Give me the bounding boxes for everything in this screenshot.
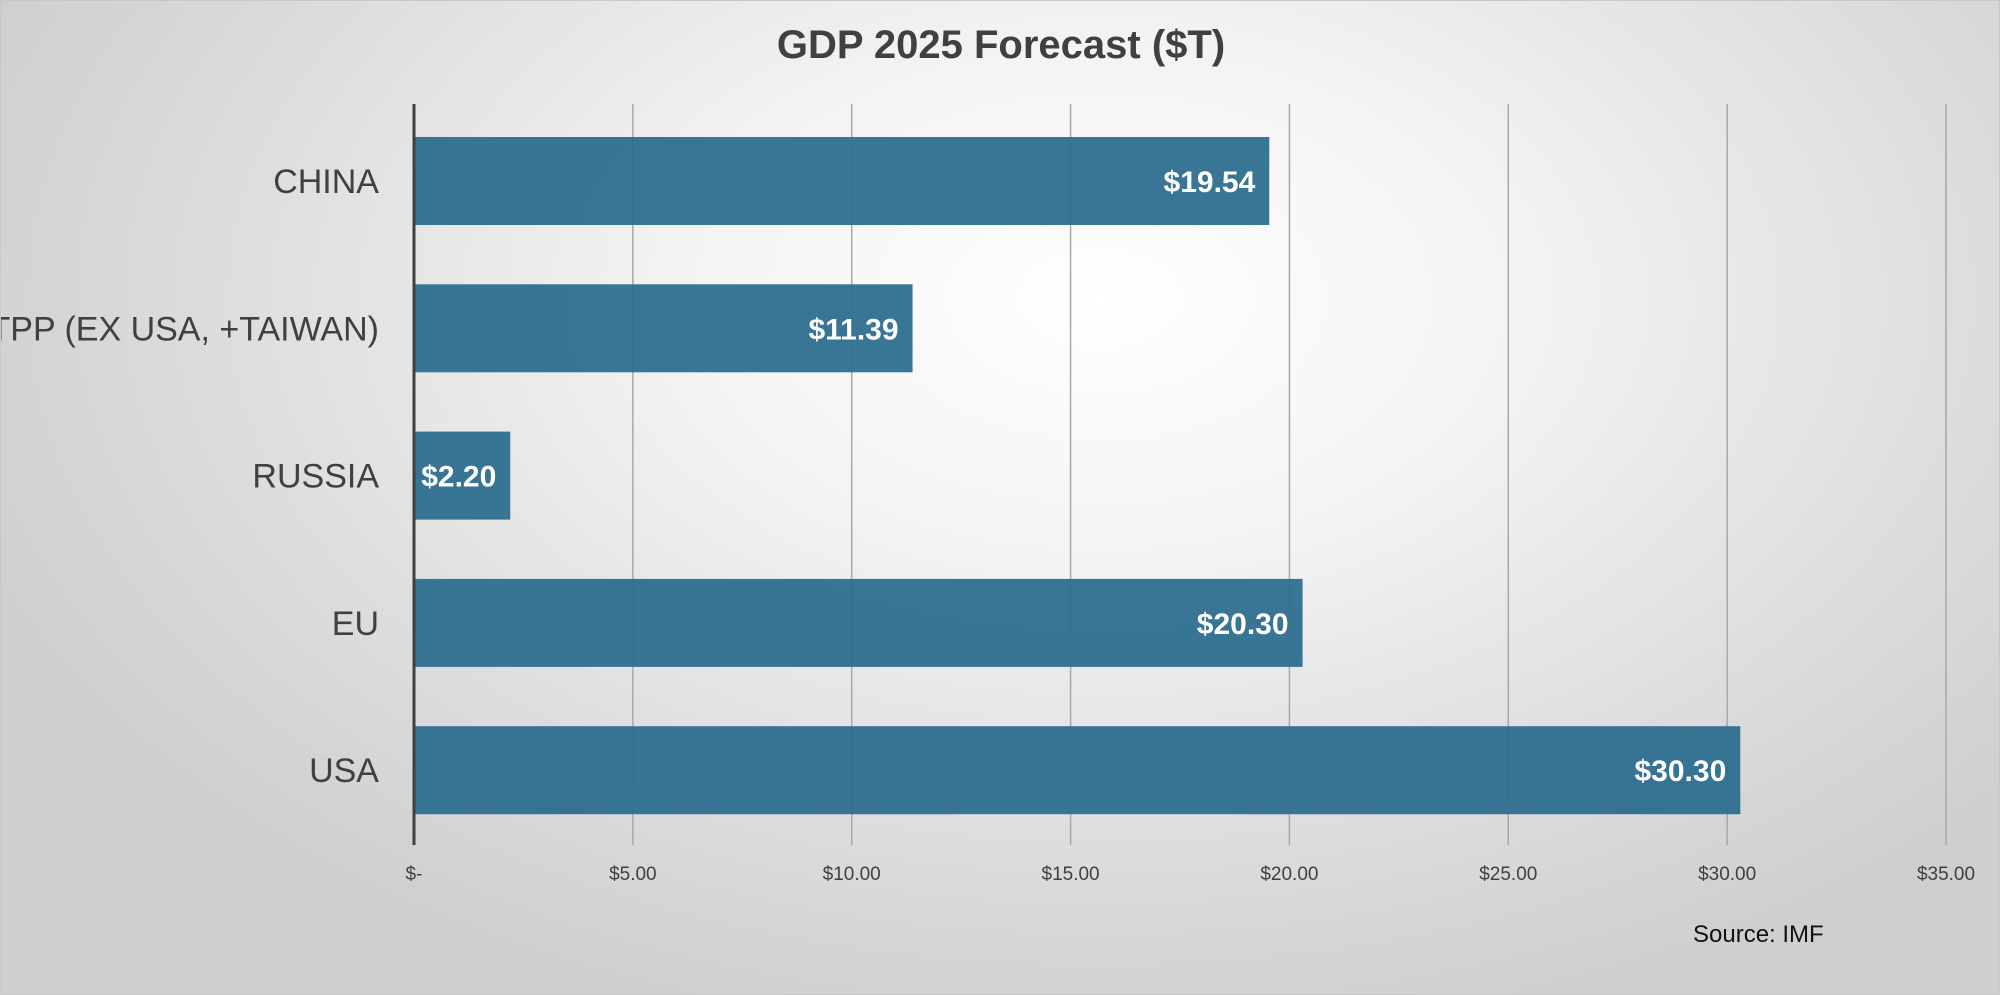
data-label: $30.30 (1635, 755, 1727, 788)
bar-china (414, 137, 1270, 225)
x-tick-label: $20.00 (1260, 864, 1318, 885)
data-label: $11.39 (808, 313, 898, 346)
bar-russia (414, 431, 511, 520)
x-tick-label: $10.00 (823, 864, 881, 885)
category-label: CHINA (273, 163, 379, 201)
category-label: RUSSIA (252, 458, 379, 496)
x-tick-label: $25.00 (1479, 864, 1537, 885)
category-label: TPP (EX USA, +TAIWAN) (1, 310, 379, 348)
x-tick-label: $30.00 (1698, 864, 1756, 885)
x-tick-label: $5.00 (609, 864, 657, 885)
x-tick-label: $- (406, 864, 423, 885)
data-label: $2.20 (421, 461, 496, 494)
x-tick-label: $35.00 (1917, 864, 1975, 885)
chart-title: GDP 2025 Forecast ($T) (776, 23, 1226, 67)
category-label: USA (309, 752, 379, 790)
data-label: $19.54 (1164, 166, 1256, 199)
bar-usa (414, 726, 1741, 815)
x-tick-label: $15.00 (1042, 864, 1100, 885)
category-label: EU (332, 605, 379, 643)
source-note: Source: IMF (1693, 921, 1824, 948)
bar-tpp-ex-usa-taiwan (414, 284, 913, 373)
data-label: $20.30 (1197, 608, 1289, 641)
bar-eu (414, 578, 1303, 667)
